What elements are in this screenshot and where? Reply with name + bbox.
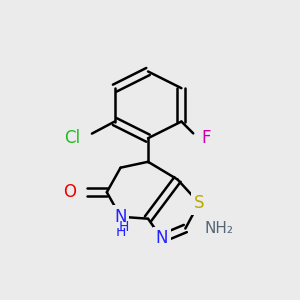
Text: N: N (114, 208, 127, 226)
Text: NH₂: NH₂ (205, 221, 234, 236)
Text: F: F (201, 129, 211, 147)
Text: N: N (114, 208, 127, 226)
Text: N: N (155, 229, 168, 247)
Text: O: O (63, 183, 76, 201)
Text: Cl: Cl (64, 129, 80, 147)
Text: S: S (194, 194, 204, 212)
Text: H: H (118, 220, 129, 234)
Text: H: H (116, 225, 126, 238)
